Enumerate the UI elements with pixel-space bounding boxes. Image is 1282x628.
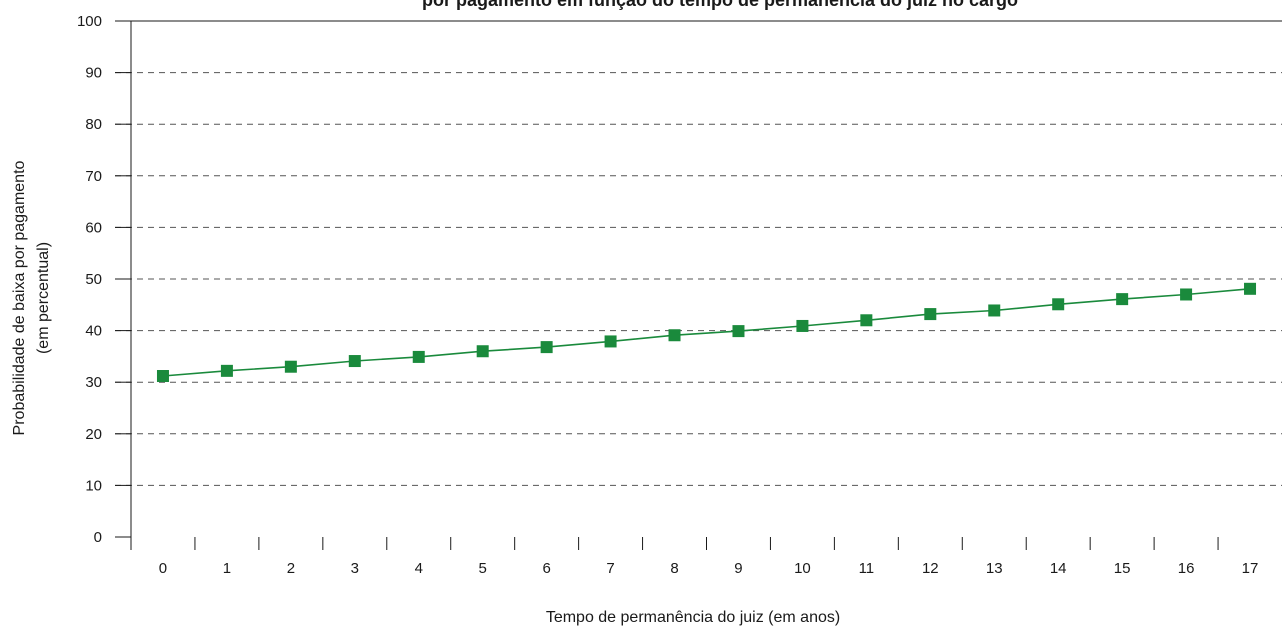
data-point bbox=[796, 319, 809, 332]
axes bbox=[115, 20, 1282, 550]
y-axis-title: Probabilidade de baixa por pagamento (em… bbox=[11, 160, 52, 435]
y-tick-label: 60 bbox=[85, 219, 102, 236]
x-tick-label: 0 bbox=[159, 560, 167, 577]
y-axis-title-line2: (em percentual) bbox=[35, 242, 52, 354]
data-point bbox=[1244, 282, 1257, 295]
data-point bbox=[604, 335, 617, 348]
x-tick-label: 8 bbox=[670, 560, 678, 577]
x-tick-label: 12 bbox=[922, 560, 939, 577]
y-tick-label: 30 bbox=[85, 374, 102, 391]
y-axis-ticks: 0 10 20 30 40 50 60 70 80 90 100 bbox=[77, 13, 131, 546]
x-tick-label: 7 bbox=[606, 560, 614, 577]
x-tick-label: 6 bbox=[542, 560, 550, 577]
x-tick-label: 17 bbox=[1242, 560, 1259, 577]
y-tick-label: 10 bbox=[85, 477, 102, 494]
data-point bbox=[1180, 288, 1193, 301]
data-point bbox=[284, 360, 297, 373]
x-tick-label: 11 bbox=[859, 560, 875, 577]
data-point bbox=[412, 350, 425, 363]
x-tick-label: 10 bbox=[794, 560, 811, 577]
series-line bbox=[162, 288, 1251, 377]
x-tick-label: 9 bbox=[734, 560, 742, 577]
data-point bbox=[1052, 298, 1065, 311]
x-tick-label: 3 bbox=[351, 560, 359, 577]
y-tick-label: 50 bbox=[85, 271, 102, 288]
x-tick-label: 1 bbox=[223, 560, 231, 577]
x-tick-label: 14 bbox=[1050, 560, 1067, 577]
x-axis-title: Tempo de permanência do juiz (em anos) bbox=[546, 609, 840, 626]
x-tick-label: 2 bbox=[287, 560, 295, 577]
data-point bbox=[156, 370, 169, 383]
y-tick-label: 70 bbox=[85, 168, 102, 185]
data-point bbox=[924, 308, 937, 321]
grid-lines bbox=[115, 72, 1282, 486]
data-point bbox=[348, 355, 361, 368]
x-tick-label: 16 bbox=[1178, 560, 1195, 577]
y-tick-label: 80 bbox=[85, 116, 102, 133]
y-tick-label: 90 bbox=[85, 65, 102, 82]
x-tick-label: 15 bbox=[1114, 560, 1131, 577]
data-point bbox=[668, 329, 681, 342]
series-group bbox=[156, 282, 1257, 383]
data-point bbox=[988, 304, 1001, 317]
y-tick-label: 40 bbox=[85, 323, 102, 340]
x-tick-label: 4 bbox=[415, 560, 423, 577]
data-point bbox=[732, 325, 745, 338]
y-tick-label: 100 bbox=[77, 13, 102, 30]
x-tick-label: 5 bbox=[479, 560, 487, 577]
data-point bbox=[540, 341, 553, 354]
chart-title: por pagamento em função do tempo de perm… bbox=[422, 0, 1018, 10]
data-point bbox=[1116, 293, 1129, 306]
y-axis-title-line1: Probabilidade de baixa por pagamento bbox=[11, 160, 28, 435]
y-tick-label: 20 bbox=[85, 426, 102, 443]
y-tick-label: 0 bbox=[94, 529, 102, 546]
x-tick-label: 13 bbox=[986, 560, 1003, 577]
data-point bbox=[476, 345, 489, 358]
data-point bbox=[220, 364, 233, 377]
data-point bbox=[860, 314, 873, 327]
x-axis-ticks: 0 1 2 3 4 5 6 7 8 9 10 11 12 13 14 15 16 17 bbox=[159, 537, 1259, 577]
